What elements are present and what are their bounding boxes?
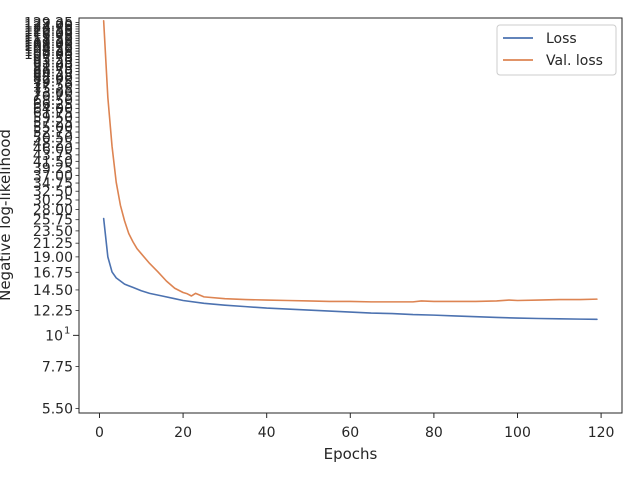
y-tick-label: 120.25 <box>24 24 73 40</box>
y-tick-label: 82.00 <box>33 71 73 87</box>
series-layer <box>102 19 598 321</box>
x-tick-label: 60 <box>341 425 359 441</box>
legend-label: Val. loss <box>546 53 603 69</box>
y-tick-label: 7.75 <box>42 360 73 376</box>
series-line-val-loss <box>102 19 598 303</box>
y-tick-label: 19.00 <box>33 250 73 266</box>
plot-area <box>79 18 622 413</box>
x-tick-label: 100 <box>504 425 531 441</box>
y-tick-label: 21.25 <box>33 236 73 252</box>
y-major-tick-label: 10 <box>45 328 63 344</box>
y-tick-label: 79.75 <box>33 74 73 90</box>
y-tick-label: 5.50 <box>42 401 73 417</box>
y-axis-label: Negative log-likelihood <box>0 129 14 301</box>
y-major-tick-exponent: 1 <box>64 325 70 336</box>
plot-frame <box>78 17 623 414</box>
x-tick-label: 20 <box>174 425 192 441</box>
y-tick-label: 64.00 <box>33 101 73 117</box>
y-tick-label: 77.50 <box>33 78 73 94</box>
y-tick-label: 91.00 <box>33 58 73 74</box>
y-tick-label: 12.25 <box>33 304 73 320</box>
y-tick-label: 14.50 <box>33 283 73 299</box>
x-tick-label: 0 <box>95 425 104 441</box>
y-tick-label: 88.75 <box>33 61 73 77</box>
y-tick-label: 32.50 <box>33 184 73 200</box>
y-tick-label: 25.75 <box>33 213 73 229</box>
y-tick-label: 46.00 <box>33 142 73 158</box>
legend: Loss Val. loss <box>496 24 617 76</box>
series-line-loss <box>102 217 598 321</box>
y-tick-label: 66.25 <box>33 97 73 113</box>
y-tick-label: 34.75 <box>33 176 73 192</box>
y-tick-label: 61.75 <box>33 106 73 122</box>
x-axis-label: Epochs <box>324 445 378 463</box>
y-tick-label: 50.50 <box>33 130 73 146</box>
y-tick-label: 113.50 <box>24 31 73 47</box>
y-axis-ticks: 5.50 7.75 12.25 14.50 16.7519.0021.2523.5025… <box>24 15 79 417</box>
legend-label: Loss <box>546 31 577 47</box>
y-tick-label: 75.25 <box>33 82 73 98</box>
y-tick-label: 102.25 <box>24 44 73 60</box>
y-tick-label: 37.00 <box>33 168 73 184</box>
y-tick-label: 59.50 <box>33 110 73 126</box>
y-tick-label: 23.50 <box>33 224 73 240</box>
y-tick-label: 104.50 <box>24 41 73 57</box>
y-tick-label: 39.25 <box>33 161 73 177</box>
y-tick-label: 129.25 <box>24 15 73 31</box>
y-tick-label: 111.25 <box>24 34 73 50</box>
y-tick-label: 57.25 <box>33 115 73 131</box>
y-tick-label: 73.00 <box>33 85 73 101</box>
y-tick-label: 127.00 <box>24 18 73 34</box>
y-tick-label: 52.75 <box>33 125 73 141</box>
y-tick-label: 100.00 <box>24 47 73 63</box>
y-tick-label: 84.25 <box>33 68 73 84</box>
y-tick-label: 48.25 <box>33 136 73 152</box>
x-tick-label: 120 <box>588 425 615 441</box>
y-tick-label: 28.00 <box>33 202 73 218</box>
y-tick-label: 118.00 <box>24 27 73 43</box>
x-tick-label: 80 <box>425 425 443 441</box>
y-tick-label: 97.75 <box>33 50 73 66</box>
y-tick-label: 95.50 <box>33 52 73 68</box>
y-tick-label: 106.75 <box>24 39 73 55</box>
y-tick-label: 124.75 <box>24 20 73 36</box>
y-tick-label: 41.50 <box>33 154 73 170</box>
y-tick-label: 93.25 <box>33 55 73 71</box>
y-tick-label: 16.75 <box>33 265 73 281</box>
y-tick-label: 86.50 <box>33 65 73 81</box>
y-tick-label: 30.25 <box>33 193 73 209</box>
y-tick-label: 43.75 <box>33 148 73 164</box>
y-tick-label: 109.00 <box>24 36 73 52</box>
y-tick-label: 115.75 <box>24 29 73 45</box>
y-tick-label: 68.50 <box>33 93 73 109</box>
y-tick-label: 70.75 <box>33 89 73 105</box>
x-tick-label: 40 <box>258 425 276 441</box>
y-tick-label: 55.00 <box>33 120 73 136</box>
y-tick-label: 122.50 <box>24 22 73 38</box>
x-axis-ticks: 0 20 40 60 80 100 120 <box>95 413 614 441</box>
